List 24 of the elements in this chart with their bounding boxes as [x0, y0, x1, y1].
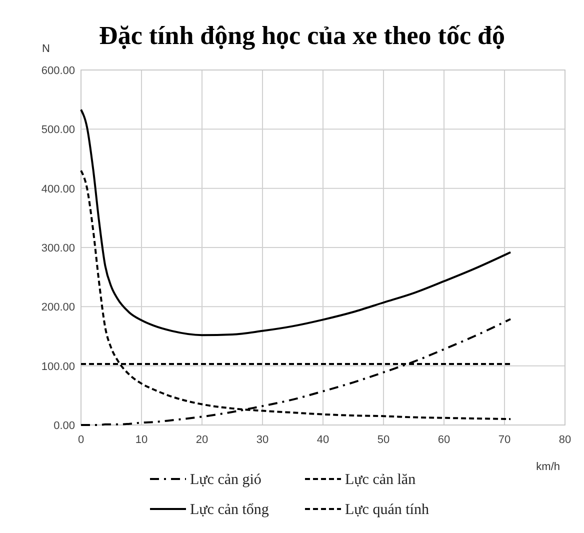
- y-axis-title: N: [42, 43, 50, 55]
- y-tick-label: 400.00: [41, 183, 75, 196]
- y-tick-label: 600.00: [41, 65, 75, 77]
- legend-label: Lực cản lăn: [345, 472, 416, 488]
- x-tick-label: 20: [196, 434, 208, 446]
- y-tick-label: 200.00: [41, 302, 75, 314]
- x-tick-label: 80: [558, 434, 572, 446]
- x-tick-label: 0: [78, 434, 84, 446]
- y-tick-label: 0.00: [54, 420, 75, 432]
- y-tick-label: 100.00: [41, 360, 75, 373]
- x-axis-title: km/h: [536, 461, 560, 473]
- legend-label: Lực quán tính: [345, 502, 430, 518]
- x-tick-label: 10: [135, 434, 148, 446]
- x-tick-label: 40: [316, 434, 330, 446]
- x-tick-label: 60: [438, 434, 450, 446]
- line-series: [80, 108, 512, 336]
- x-tick-label: 30: [256, 434, 269, 446]
- y-tick-label: 500.00: [41, 124, 75, 136]
- legend-label: Lực cản gió: [190, 472, 262, 488]
- y-tick-label: 300.00: [41, 242, 75, 254]
- legend-label: Lực cản tổng: [190, 502, 270, 518]
- x-tick-label: 70: [498, 434, 511, 446]
- chart-title: Đặc tính động học của xe theo tốc độ: [99, 21, 505, 50]
- x-tick-label: 50: [377, 434, 390, 446]
